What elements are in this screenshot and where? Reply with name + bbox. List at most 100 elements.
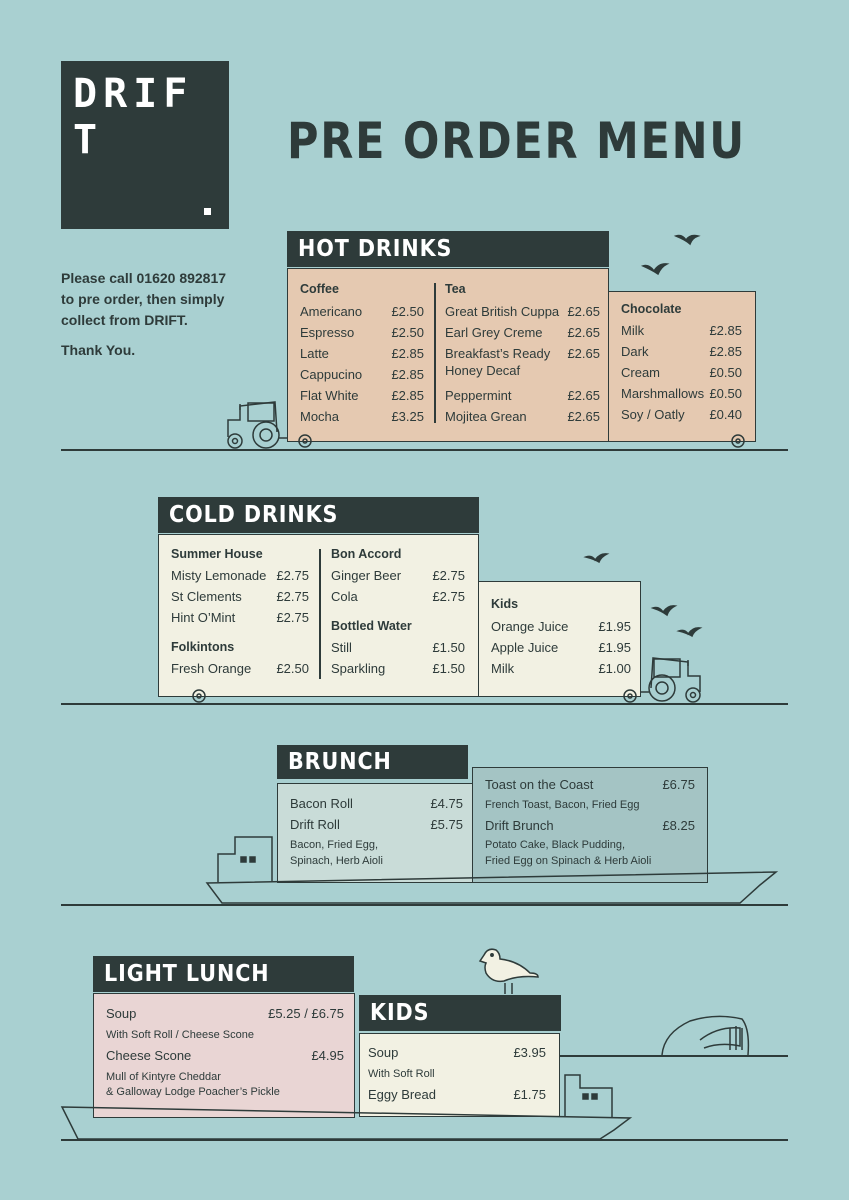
item-description: With Soft Roll / Cheese Scone — [106, 1029, 254, 1041]
item-price: £0.50 — [709, 386, 742, 401]
item-price: £2.85 — [391, 367, 424, 382]
item-price: £1.95 — [598, 640, 631, 655]
item-description: Spinach, Herb Aioli — [290, 855, 383, 867]
item-description: French Toast, Bacon, Fried Egg — [485, 799, 640, 811]
item-name: Soup — [368, 1045, 399, 1060]
column-divider — [434, 283, 436, 423]
item-name: Toast on the Coast — [485, 777, 594, 792]
item-name: Eggy Bread — [368, 1087, 436, 1102]
item-price: £1.50 — [432, 640, 465, 655]
item-name: Mojitea Grean — [445, 409, 527, 424]
item-price: £2.50 — [391, 304, 424, 319]
item-description: Mull of Kintyre Cheddar — [106, 1071, 221, 1083]
item-description: & Galloway Lodge Poacher’s Pickle — [106, 1086, 280, 1098]
brunch-header: BRUNCH — [277, 745, 468, 779]
item-name: Drift Brunch — [485, 818, 554, 833]
item-name: Milk — [621, 323, 645, 338]
item-price: £2.75 — [276, 568, 309, 583]
item-name: Honey Decaf — [445, 363, 521, 378]
item-name: Latte — [300, 346, 329, 361]
brunch-left-panel: Bacon Roll £4.75 Drift Roll £5.75 Bacon, F… — [277, 783, 473, 883]
item-price: £5.75 — [430, 817, 463, 832]
item-price: £2.75 — [276, 610, 309, 625]
item-name: Apple Juice — [491, 640, 559, 655]
item-price: £3.95 — [513, 1045, 546, 1060]
logo-dot — [204, 208, 211, 215]
item-price: £2.85 — [709, 344, 742, 359]
item-price: £2.50 — [276, 661, 309, 676]
item-name: Cola — [331, 589, 358, 604]
item-price: £2.85 — [391, 388, 424, 403]
cold-drinks-title: COLD DRINKS — [169, 502, 339, 528]
chocolate-panel: Chocolate Milk £2.85 Dark £2.85 Cream £0.50… — [608, 291, 756, 442]
tractor-icon — [641, 657, 701, 703]
kids-drinks-heading: Kids — [491, 597, 519, 611]
brunch-right-panel: Toast on the Coast £6.75 French Toast, Ba… — [472, 767, 708, 883]
item-price: £1.75 — [513, 1087, 546, 1102]
item-name: Bacon Roll — [290, 796, 353, 811]
boat-icon — [60, 1074, 633, 1140]
item-name: Misty Lemonade — [171, 568, 267, 583]
contact-line-2: to pre order, then simply — [61, 291, 225, 307]
item-name: Dark — [621, 344, 649, 359]
ground-line — [61, 449, 788, 451]
item-price: £0.50 — [709, 365, 742, 380]
item-name: St Clements — [171, 589, 242, 604]
wheel-icon — [623, 689, 637, 703]
bird-icon — [583, 553, 610, 564]
item-name: Americano — [300, 304, 363, 319]
item-price: £1.95 — [598, 619, 631, 634]
coffee-heading: Coffee — [300, 282, 339, 296]
item-name: Flat White — [300, 388, 359, 403]
bird-icon — [673, 234, 701, 246]
item-price: £2.50 — [391, 325, 424, 340]
item-name: Soy / Oatly — [621, 407, 685, 422]
item-name: Orange Juice — [491, 619, 569, 634]
bird-icon — [640, 263, 670, 276]
item-price: £2.65 — [567, 388, 600, 403]
item-price: £0.40 — [709, 407, 742, 422]
water-line — [61, 904, 788, 906]
hot-drinks-title: HOT DRINKS — [298, 236, 453, 262]
boat-icon — [205, 836, 779, 904]
kids-food-panel: Soup £3.95 With Soft Roll Eggy Bread £1.75 — [359, 1033, 560, 1117]
item-price: £1.00 — [598, 661, 631, 676]
bird-icon — [650, 605, 678, 617]
cold-drinks-header: COLD DRINKS — [158, 497, 479, 533]
item-description: Bacon, Fried Egg, — [290, 839, 379, 851]
item-description: Potato Cake, Black Pudding, — [485, 839, 626, 851]
item-price: £6.75 — [662, 777, 695, 792]
kids-food-header: KIDS — [359, 995, 561, 1031]
bird-icon — [676, 627, 703, 638]
item-price: £4.75 — [430, 796, 463, 811]
wheel-icon — [192, 689, 206, 703]
item-name: Milk — [491, 661, 515, 676]
kids-drinks-panel: Kids Orange Juice £1.95 Apple Juice £1.95 … — [478, 581, 641, 697]
item-name: Great British Cuppa — [445, 304, 560, 319]
item-price: £5.25 / £6.75 — [268, 1006, 344, 1021]
wheel-icon — [298, 434, 312, 448]
logo-text: DRIF T — [73, 71, 194, 163]
light-lunch-header: LIGHT LUNCH — [93, 956, 354, 992]
item-name: Marshmallows — [621, 386, 705, 401]
item-name: Ginger Beer — [331, 568, 402, 583]
light-lunch-title: LIGHT LUNCH — [104, 961, 270, 987]
item-name: Espresso — [300, 325, 355, 340]
summer-house-heading: Summer House — [171, 547, 263, 561]
item-description: With Soft Roll — [368, 1068, 435, 1080]
item-name: Still — [331, 640, 352, 655]
page-title: PRE ORDER MENU — [287, 112, 746, 170]
chocolate-heading: Chocolate — [621, 302, 682, 316]
item-name: Earl Grey Creme — [445, 325, 543, 340]
item-price: £2.65 — [567, 346, 600, 361]
item-description: Fried Egg on Spinach & Herb Aioli — [485, 855, 652, 867]
contact-line-3: collect from DRIFT. — [61, 312, 188, 328]
contact-info: Please call 01620 892817 to pre order, t… — [61, 268, 261, 370]
item-name: Cappucino — [300, 367, 363, 382]
tea-heading: Tea — [445, 282, 466, 296]
drift-logo: DRIF T — [61, 61, 229, 229]
item-price: £2.65 — [567, 325, 600, 340]
